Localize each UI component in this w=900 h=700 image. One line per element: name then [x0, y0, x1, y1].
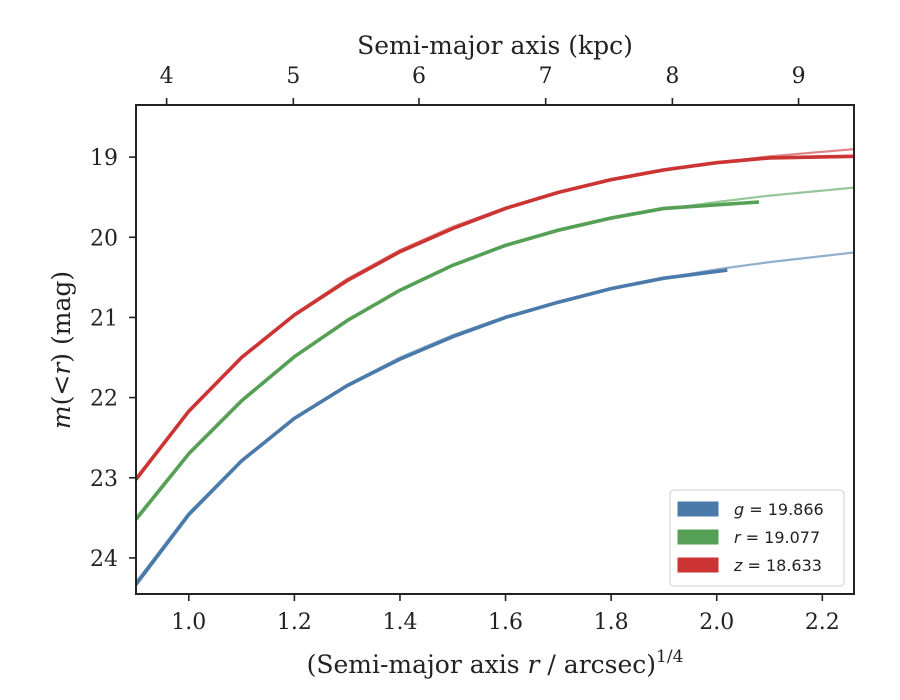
legend-label-2: r = 19.077 [734, 528, 820, 547]
x-tick-label: 1.8 [594, 610, 629, 635]
x-tick-label: 2.0 [699, 610, 734, 635]
x2-tick-label: 6 [412, 64, 426, 89]
y-axis-ticks: 19 20 21 22 23 24 [90, 146, 136, 572]
y-axis-title-r: r [47, 361, 76, 375]
y-axis-title-m: m [47, 405, 76, 429]
y-axis-title-unit: (mag) [47, 271, 76, 353]
x2-tick-label: 9 [792, 64, 806, 89]
y-tick-label: 22 [90, 387, 118, 412]
x2-axis-title: Semi-major axis (kpc) [357, 31, 633, 60]
top-axis-ticks: 4 5 6 7 8 9 [160, 64, 806, 105]
y-tick-label: 21 [90, 306, 118, 331]
x2-tick-label: 5 [286, 64, 300, 89]
x-axis-title-sup: 1/4 [656, 647, 683, 667]
x-tick-label: 1.4 [382, 610, 417, 635]
x-axis-title-suffix: / arcsec) [539, 650, 656, 679]
legend-label-1: g = 19.866 [734, 500, 824, 519]
y-tick-label: 20 [90, 226, 118, 251]
legend-swatch-3 [677, 557, 719, 573]
x-tick-label: 2.2 [805, 610, 840, 635]
y-tick-label: 19 [90, 146, 118, 171]
plot-frame [135, 104, 855, 595]
chart-marks [136, 148, 854, 586]
data-curve-1 [136, 268, 728, 586]
model-curve-2 [136, 186, 854, 519]
x-tick-label: 1.2 [277, 610, 312, 635]
legend-swatch-2 [677, 529, 719, 545]
data-curve-2 [136, 200, 760, 521]
x-tick-label: 1.6 [488, 610, 523, 635]
x2-tick-label: 8 [665, 64, 679, 89]
x-axis-title-prefix: (Semi-major axis [307, 650, 528, 679]
y-axis-title-open: ( [47, 396, 76, 406]
y-axis-title-lt: < [47, 375, 76, 396]
legend-label-3: z = 18.633 [733, 556, 822, 575]
legend-swatch-1 [677, 501, 719, 517]
data-curve-3 [136, 154, 854, 481]
y-axis-title: m(<r) (mag) [47, 271, 76, 429]
x-axis-ticks: 1.0 1.2 1.4 1.6 1.8 2.0 2.2 [171, 594, 840, 635]
y-tick-label: 24 [90, 547, 118, 572]
x2-tick-label: 7 [539, 64, 553, 89]
legend: g = 19.866 r = 19.077 z = 18.633 [669, 489, 845, 587]
y-axis-title-close: ) [47, 353, 76, 363]
x-axis-title: (Semi-major axis r / arcsec)1/4 [307, 647, 684, 679]
x-axis-title-var: r [528, 650, 542, 679]
y-tick-label: 23 [90, 467, 118, 492]
x-tick-label: 1.0 [171, 610, 206, 635]
x2-tick-label: 4 [160, 64, 174, 89]
